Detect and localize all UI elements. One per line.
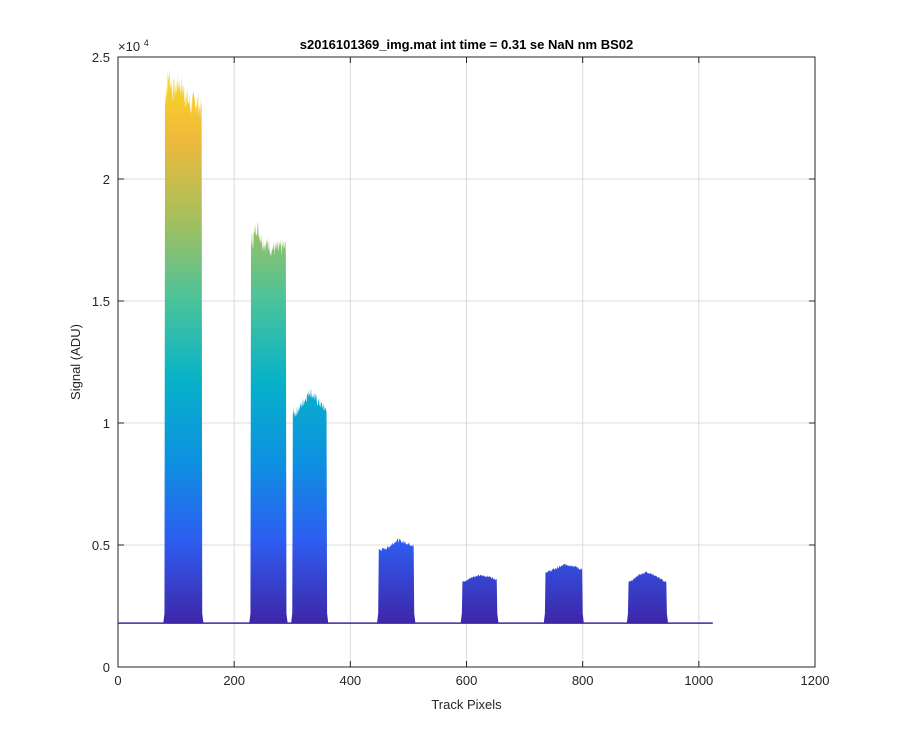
y-tick-label: 2.5 — [92, 50, 110, 65]
y-axis-exponent-power: 4 — [144, 38, 149, 48]
x-tick-label: 0 — [114, 673, 121, 688]
grid — [118, 57, 815, 667]
band-2 — [249, 222, 288, 624]
chart-title: s2016101369_img.mat int time = 0.31 se N… — [300, 37, 634, 52]
y-axis-exponent: ×10 4 — [118, 38, 149, 54]
band-1 — [163, 68, 204, 624]
y-axis-label: Signal (ADU) — [68, 324, 83, 400]
signal-bands — [118, 68, 713, 624]
y-axis-exponent-base: ×10 — [118, 39, 140, 54]
band-5 — [460, 574, 499, 624]
x-tick-label: 800 — [572, 673, 594, 688]
x-axis-label: Track Pixels — [431, 697, 502, 712]
band-3 — [291, 389, 329, 624]
y-tick-label: 1.5 — [92, 294, 110, 309]
x-tick-label: 1200 — [801, 673, 830, 688]
y-tick-label: 0.5 — [92, 538, 110, 553]
axes: 0 200 400 600 800 1000 1200 0 0.5 1 1.5 2 2.5 — [92, 50, 830, 688]
band-6 — [543, 563, 584, 624]
x-tick-label: 200 — [223, 673, 245, 688]
band-4 — [377, 538, 416, 624]
band-7 — [626, 571, 669, 624]
y-tick-label: 2 — [103, 172, 110, 187]
axis-labels: s2016101369_img.mat int time = 0.31 se N… — [68, 37, 633, 712]
y-tick-label: 0 — [103, 660, 110, 675]
x-tick-label: 1000 — [684, 673, 713, 688]
y-tick-label: 1 — [103, 416, 110, 431]
x-tick-label: 600 — [456, 673, 478, 688]
x-tick-label: 400 — [339, 673, 361, 688]
